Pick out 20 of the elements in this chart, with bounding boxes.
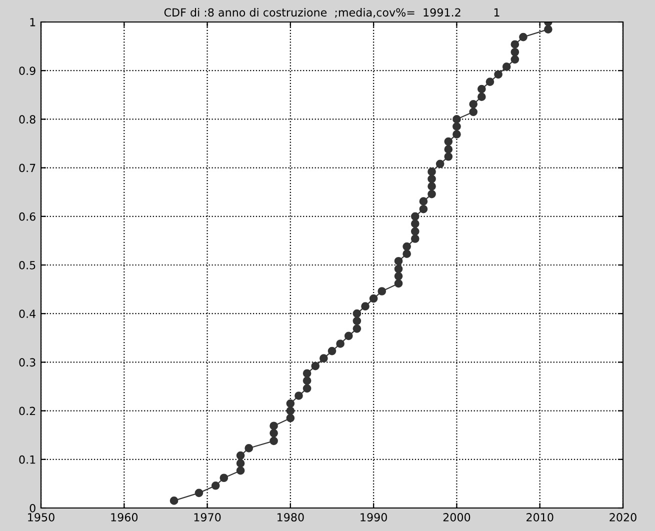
x-tick-label: 1970	[194, 513, 221, 522]
y-tick-label: 0.1	[19, 455, 36, 464]
x-tick-label: 1950	[28, 513, 54, 522]
y-tick-label: 0.7	[19, 164, 36, 172]
chart-title: CDF di :8 anno di costruzione ;media,cov%= 1991.2 1	[164, 8, 500, 18]
y-tick-label: 0.5	[19, 260, 36, 270]
y-tick-label: 0	[30, 504, 36, 512]
x-tick-label: 1960	[111, 513, 138, 522]
y-tick-label: 0.4	[19, 310, 36, 318]
x-tick-label: 1990	[360, 513, 387, 522]
y-tick-label: 0.3	[19, 358, 36, 367]
x-tick-label: 1980	[278, 513, 304, 522]
y-tick-label: 0.6	[19, 212, 36, 221]
y-tick-label: 1	[30, 18, 36, 26]
y-tick-label: 0.2	[19, 406, 36, 416]
y-tick-label: 0.8	[19, 115, 36, 124]
y-tick-label: 0.9	[19, 66, 36, 75]
x-tick-label: 2000	[443, 513, 470, 522]
x-tick-label: 2020	[610, 513, 636, 522]
x-tick-label: 2010	[526, 513, 554, 522]
